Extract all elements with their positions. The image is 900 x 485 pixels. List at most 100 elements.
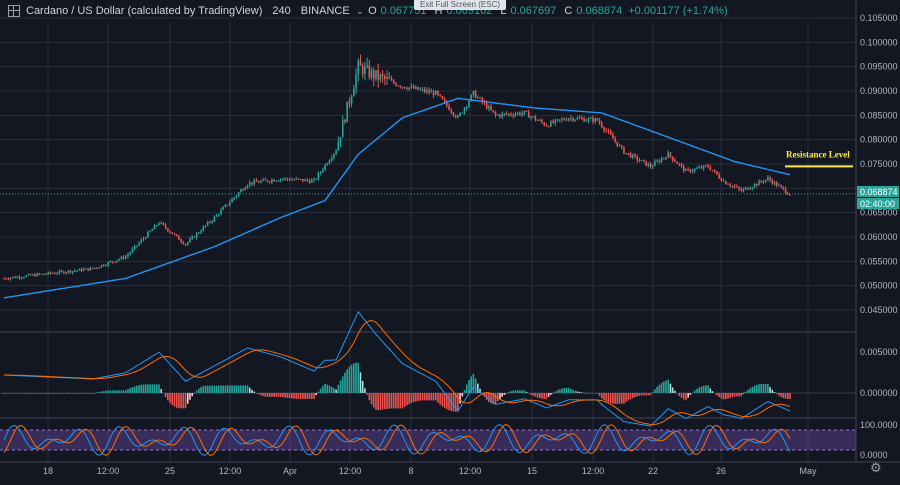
candle-body — [401, 86, 404, 88]
macd-histogram-bar — [454, 393, 457, 412]
candle-body — [501, 113, 503, 117]
candle-body — [632, 154, 634, 158]
candle-body — [758, 180, 760, 186]
macd-histogram-bar — [470, 376, 472, 393]
candle-body — [120, 256, 123, 260]
price-axis[interactable]: 0.105000 0.100000 0.095000 0.090000 0.085000… — [860, 13, 898, 315]
interval-label[interactable]: 240 — [272, 5, 291, 17]
macd-histogram-bar — [54, 393, 56, 394]
candle-body — [89, 267, 92, 271]
macd-histogram-bar — [565, 387, 568, 393]
candle-body — [492, 110, 495, 112]
candle-body — [116, 260, 118, 262]
macd-histogram-bar — [711, 391, 714, 393]
macd-histogram-bar — [713, 393, 716, 394]
macd-histogram-bar — [401, 393, 404, 409]
macd-histogram-bar — [324, 383, 326, 393]
candle-body — [379, 74, 382, 80]
macd-histogram-bar — [574, 390, 577, 393]
macd-histogram-bar — [603, 393, 605, 401]
candle-body — [297, 178, 300, 180]
candle-body — [762, 181, 765, 183]
candle-body — [530, 116, 532, 118]
macd-histogram-bar — [200, 387, 202, 393]
macd-histogram-bar — [758, 384, 760, 393]
macd-histogram-bar — [62, 393, 65, 394]
macd-histogram-bar — [191, 393, 193, 397]
candle-body — [180, 239, 182, 242]
macd-histogram-bar — [27, 393, 30, 394]
macd-histogram-bar — [160, 389, 162, 393]
candle-body — [736, 186, 738, 188]
candle-body — [364, 66, 366, 75]
macd-histogram-bar — [251, 389, 253, 393]
macd-histogram-bar — [240, 385, 242, 393]
candle-body — [574, 119, 577, 121]
time-tick-label: 18 — [43, 466, 53, 476]
macd-histogram-bar — [257, 393, 260, 395]
macd-histogram-bar — [173, 393, 176, 407]
rsi-tick-label: 0.0000 — [860, 450, 888, 460]
macd-histogram-bar — [36, 393, 39, 394]
candle-body — [437, 90, 439, 95]
macd-histogram-bar — [780, 393, 782, 398]
macd-histogram-bar — [328, 385, 331, 393]
macd-histogram-bar — [733, 393, 736, 397]
symbol-title[interactable]: Cardano / US Dollar (calculated by Tradi… — [26, 5, 263, 17]
macd-histogram-bar — [552, 393, 554, 394]
crosshair-icon[interactable] — [8, 5, 20, 17]
candle-body — [784, 188, 787, 194]
candle-body — [93, 267, 96, 269]
macd-histogram-bar — [153, 384, 156, 393]
macd-histogram-bar — [20, 393, 23, 394]
macd-histogram-bar — [516, 390, 519, 393]
candle-body — [616, 141, 619, 146]
candle-body — [133, 245, 136, 249]
candle-body — [357, 60, 360, 75]
macd-histogram-bar — [288, 393, 291, 399]
candle-body — [643, 160, 645, 162]
candle-body — [384, 76, 386, 79]
macd-histogram-bar — [782, 393, 785, 399]
candle-body — [49, 272, 52, 274]
gear-icon[interactable]: ⚙ — [870, 460, 882, 475]
candle-body — [85, 268, 87, 270]
candle-body — [304, 179, 306, 182]
time-axis[interactable]: 18 12:00 25 12:00 Apr 12:00 8 12:00 15 12:00 22 26 M… — [43, 466, 817, 476]
macd-histogram-bar — [379, 393, 382, 410]
macd-histogram-bar — [242, 385, 244, 393]
candle-body — [733, 185, 736, 187]
macd-histogram-bar — [397, 393, 399, 409]
macd-histogram-bar — [186, 393, 189, 404]
candle-body — [124, 256, 127, 259]
chevron-down-icon[interactable]: ⌄ — [355, 5, 365, 17]
candle-body — [667, 152, 670, 158]
candle-body — [273, 179, 275, 182]
candle-body — [778, 185, 780, 187]
candle-body — [685, 169, 687, 171]
macd-histogram-bar — [253, 391, 255, 393]
time-tick-label: 8 — [408, 466, 413, 476]
macd-histogram-bar — [87, 393, 89, 394]
macd-histogram-bar — [651, 392, 654, 393]
time-tick-label: 15 — [527, 466, 537, 476]
stoch-rsi-pane[interactable] — [0, 424, 856, 456]
candle-body — [231, 198, 233, 203]
exit-fullscreen-button[interactable]: Exit Full Screen (ESC) — [414, 0, 507, 10]
candle-body — [370, 69, 373, 78]
macd-histogram-bar — [744, 391, 747, 393]
exchange-label[interactable]: BINANCE — [300, 5, 350, 17]
macd-histogram-bar — [175, 393, 178, 408]
candle-body — [262, 179, 264, 181]
candle-body — [412, 86, 415, 89]
macd-histogram-bar — [295, 393, 298, 399]
macd-histogram-bar — [678, 393, 681, 396]
macd-histogram-bar — [645, 393, 647, 396]
candle-body — [5, 278, 8, 280]
candle-body — [470, 94, 472, 102]
macd-histogram-bar — [171, 393, 174, 406]
candle-body — [158, 223, 160, 226]
macd-pane[interactable] — [0, 310, 856, 427]
